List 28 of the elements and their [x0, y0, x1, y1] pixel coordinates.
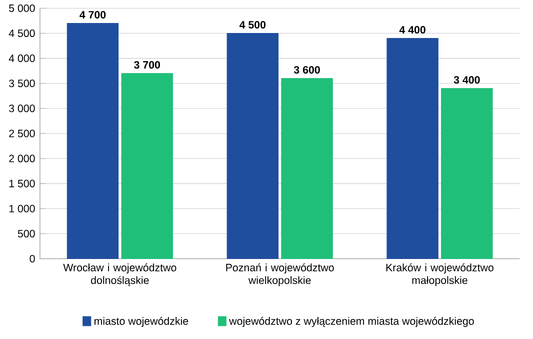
y-tick-label: 4 000 [8, 54, 35, 62]
x-tick-label: Kraków i województwo małopolskie [386, 264, 494, 286]
data-label: 4 500 [239, 21, 266, 29]
data-label: 3 700 [134, 61, 160, 69]
legend-label: miasto wojewódzkie [94, 317, 188, 328]
bar [441, 88, 493, 260]
bar [226, 33, 278, 260]
x-tick-label: Poznań i województwo wielkopolskie [226, 264, 334, 286]
bar [66, 23, 119, 260]
y-tick-label: 0 [30, 255, 35, 263]
bar [386, 38, 438, 260]
y-tick-label: 1 000 [9, 205, 35, 213]
data-label: 4 400 [399, 26, 426, 34]
data-label: 4 700 [80, 11, 106, 19]
y-tick-label: 4 500 [8, 30, 35, 38]
bar [121, 73, 173, 260]
y-tick-label: 3 500 [8, 80, 35, 88]
data-label: 3 400 [454, 76, 480, 84]
y-tick-label: 5 000 [9, 4, 35, 12]
x-tick-label: Wrocław i województwo dolnośląskie [63, 264, 176, 286]
y-tick-label: 3 000 [8, 104, 35, 112]
y-tick-label: 2 000 [9, 154, 35, 162]
y-tick-label: 500 [18, 230, 35, 238]
legend-label: województwo z wyłączeniem miasta wojewódzkiego [229, 317, 474, 328]
y-tick-label: 1 500 [9, 180, 35, 188]
bar [281, 78, 333, 260]
data-label: 3 600 [294, 66, 320, 74]
y-tick-label: 2 500 [9, 130, 35, 138]
